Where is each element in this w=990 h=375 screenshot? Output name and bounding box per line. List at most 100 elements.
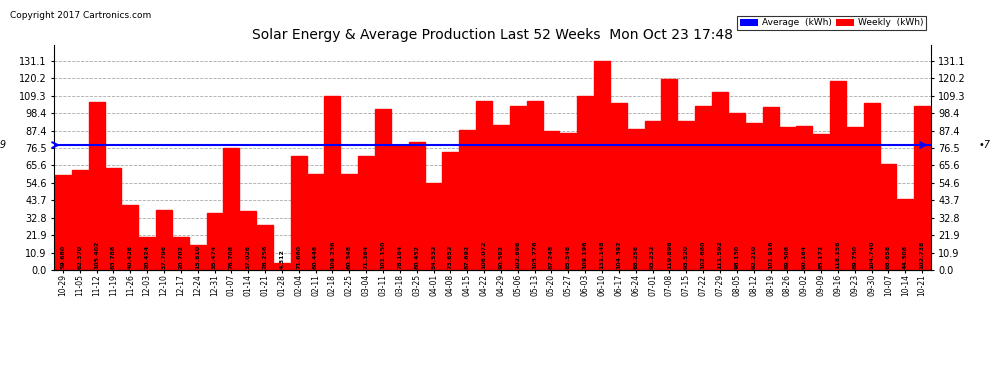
- Bar: [729, 113, 744, 270]
- Text: 87.248: 87.248: [549, 245, 554, 269]
- Bar: [695, 106, 711, 270]
- Text: 54.532: 54.532: [431, 245, 436, 269]
- Bar: [880, 164, 897, 270]
- Text: 20.702: 20.702: [178, 245, 183, 269]
- Text: 104.740: 104.740: [869, 241, 874, 269]
- Bar: [443, 153, 458, 270]
- Text: 44.308: 44.308: [903, 245, 908, 269]
- Bar: [409, 142, 425, 270]
- Bar: [745, 123, 761, 270]
- Bar: [207, 213, 223, 270]
- Text: 102.696: 102.696: [516, 241, 521, 269]
- Text: 15.810: 15.810: [195, 245, 200, 269]
- Bar: [762, 107, 778, 270]
- Bar: [594, 61, 610, 270]
- Text: 80.452: 80.452: [414, 245, 419, 269]
- Bar: [779, 127, 795, 270]
- Text: 92.210: 92.210: [751, 245, 756, 269]
- Bar: [897, 199, 914, 270]
- Text: 37.026: 37.026: [246, 245, 250, 269]
- Bar: [560, 134, 576, 270]
- Text: Copyright 2017 Cartronics.com: Copyright 2017 Cartronics.com: [10, 11, 151, 20]
- Bar: [863, 103, 880, 270]
- Text: 66.658: 66.658: [886, 245, 891, 269]
- Bar: [644, 121, 660, 270]
- Bar: [291, 156, 307, 270]
- Bar: [190, 245, 206, 270]
- Bar: [392, 145, 408, 270]
- Text: 119.896: 119.896: [667, 241, 672, 269]
- Bar: [577, 96, 593, 270]
- Text: 71.660: 71.660: [296, 245, 301, 269]
- Bar: [342, 174, 357, 270]
- Text: 63.788: 63.788: [111, 245, 116, 269]
- Bar: [712, 92, 728, 270]
- Bar: [375, 109, 391, 270]
- Text: 89.508: 89.508: [785, 245, 790, 269]
- Text: 111.592: 111.592: [718, 241, 723, 269]
- Text: 109.236: 109.236: [330, 241, 335, 269]
- Text: 20.424: 20.424: [145, 245, 149, 269]
- Text: 118.156: 118.156: [836, 241, 841, 269]
- Text: 40.426: 40.426: [128, 245, 133, 269]
- Bar: [661, 79, 677, 270]
- Bar: [459, 130, 475, 270]
- Bar: [846, 127, 862, 270]
- Bar: [527, 101, 543, 270]
- Bar: [105, 168, 122, 270]
- Bar: [156, 210, 172, 270]
- Text: 90.592: 90.592: [498, 245, 504, 269]
- Bar: [308, 174, 324, 270]
- Bar: [241, 211, 256, 270]
- Text: 90.164: 90.164: [802, 245, 807, 269]
- Text: 98.130: 98.130: [735, 245, 740, 269]
- Text: 89.750: 89.750: [852, 245, 857, 269]
- Bar: [358, 156, 374, 270]
- Bar: [476, 101, 492, 270]
- Bar: [54, 175, 71, 270]
- Text: 71.364: 71.364: [363, 245, 368, 269]
- Bar: [123, 206, 139, 270]
- Bar: [678, 121, 694, 270]
- Legend: Average  (kWh), Weekly  (kWh): Average (kWh), Weekly (kWh): [738, 16, 926, 30]
- Text: 105.776: 105.776: [533, 241, 538, 269]
- Bar: [88, 102, 105, 270]
- Text: 102.738: 102.738: [920, 241, 925, 269]
- Text: 102.680: 102.680: [701, 241, 706, 269]
- Bar: [813, 134, 829, 270]
- Text: 101.150: 101.150: [380, 241, 385, 269]
- Text: 4.312: 4.312: [279, 249, 284, 269]
- Text: 85.172: 85.172: [819, 245, 824, 269]
- Title: Solar Energy & Average Production Last 52 Weeks  Mon Oct 23 17:48: Solar Energy & Average Production Last 5…: [252, 28, 733, 42]
- Text: 106.072: 106.072: [481, 241, 487, 269]
- Bar: [140, 237, 155, 270]
- Text: 101.916: 101.916: [768, 241, 773, 269]
- Bar: [493, 126, 509, 270]
- Bar: [274, 263, 290, 270]
- Text: 59.680: 59.680: [60, 245, 65, 269]
- Text: 93.232: 93.232: [650, 245, 655, 269]
- Text: 85.548: 85.548: [566, 245, 571, 269]
- Text: 131.148: 131.148: [600, 241, 605, 269]
- Bar: [914, 106, 931, 270]
- Bar: [257, 225, 273, 270]
- Text: 105.402: 105.402: [94, 241, 99, 269]
- Bar: [224, 148, 240, 270]
- Text: 37.796: 37.796: [161, 245, 166, 269]
- Text: 60.446: 60.446: [313, 245, 318, 269]
- Bar: [510, 106, 526, 270]
- Text: 87.692: 87.692: [464, 245, 469, 269]
- Bar: [796, 126, 812, 270]
- Bar: [426, 183, 442, 270]
- Text: 88.256: 88.256: [634, 245, 639, 269]
- Text: 76.708: 76.708: [229, 245, 234, 269]
- Text: 35.474: 35.474: [212, 245, 217, 269]
- Bar: [325, 96, 341, 270]
- Text: 60.348: 60.348: [346, 245, 351, 269]
- Text: 109.196: 109.196: [583, 241, 588, 269]
- Bar: [544, 131, 559, 270]
- Bar: [611, 104, 627, 270]
- Text: •78.309: •78.309: [0, 140, 6, 150]
- Text: 73.652: 73.652: [447, 245, 452, 269]
- Text: •78.309: •78.309: [979, 140, 990, 150]
